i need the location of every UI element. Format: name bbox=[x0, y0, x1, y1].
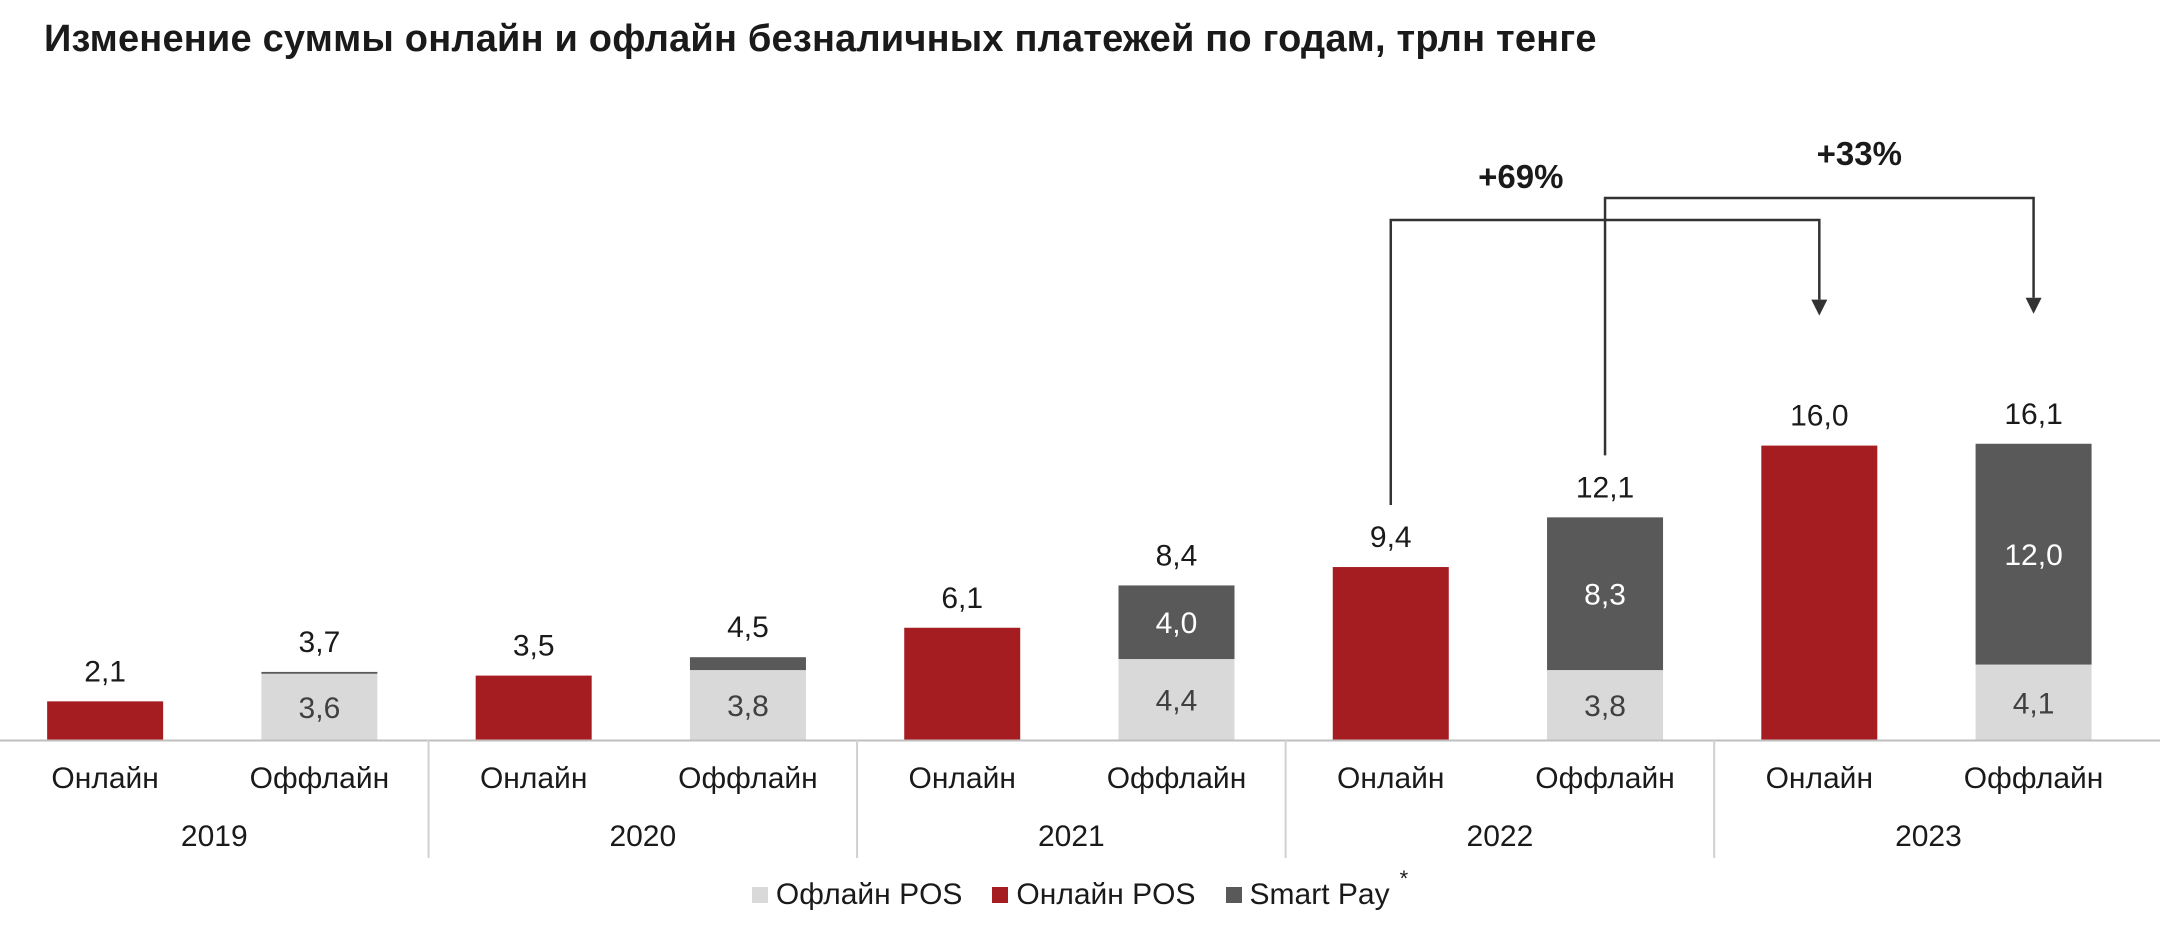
legend-label: Офлайн POS bbox=[775, 878, 963, 911]
legend-item: Офлайн POS bbox=[751, 878, 963, 912]
growth-label: +33% bbox=[1817, 135, 1902, 172]
bar-segment-2019-offline-1 bbox=[261, 671, 378, 674]
legend-swatch bbox=[751, 887, 768, 903]
growth-arrow-line bbox=[1603, 196, 2035, 456]
bar-segment-2022-offline-0 bbox=[1547, 670, 1664, 740]
bar-segment-2020-online-0 bbox=[475, 675, 592, 740]
group-label: 2020 bbox=[609, 820, 676, 853]
bar-segment-2021-offline-0 bbox=[1118, 659, 1235, 740]
legend-item: Онлайн POS bbox=[992, 878, 1196, 912]
x-tick-label: Оффлайн bbox=[250, 762, 390, 795]
total-label: 3,7 bbox=[299, 626, 341, 659]
x-tick-label: Онлайн bbox=[909, 762, 1016, 795]
bar-segment-2019-online-0 bbox=[47, 701, 164, 740]
segment-label: 4,4 bbox=[1156, 685, 1198, 718]
group-label: 2019 bbox=[181, 820, 248, 853]
chart-title: Изменение суммы онлайн и офлайн безналич… bbox=[44, 18, 1597, 60]
bar-segment-2023-online-0 bbox=[1761, 445, 1878, 740]
total-label: 9,4 bbox=[1370, 521, 1412, 554]
bar-segment-2023-offline-0 bbox=[1975, 664, 2092, 740]
total-label: 8,4 bbox=[1156, 539, 1198, 572]
segment-label: 8,3 bbox=[1584, 579, 1626, 612]
x-tick-label: Онлайн bbox=[1337, 762, 1444, 795]
x-tick-label: Онлайн bbox=[1766, 762, 1873, 795]
x-tick-label: Оффлайн bbox=[1107, 762, 1247, 795]
group-label: 2023 bbox=[1895, 820, 1962, 853]
x-tick-label: Онлайн bbox=[480, 762, 587, 795]
total-label: 16,0 bbox=[1790, 400, 1848, 433]
segment-label: 12,0 bbox=[2004, 539, 2062, 572]
legend-swatch bbox=[992, 887, 1009, 903]
legend-label: Smart Pay bbox=[1249, 878, 1390, 911]
bar-segment-2023-offline-1 bbox=[1975, 443, 2092, 665]
legend-label: Онлайн POS bbox=[1016, 878, 1196, 911]
bar-segment-2022-offline-1 bbox=[1547, 517, 1664, 671]
chart-plot: 2,1 Онлайн 3,6 3,7 Оффлайн 3,5 Онлайн 3,8 4,5 Офф… bbox=[0, 135, 2160, 858]
footnote-mark: * bbox=[1399, 866, 1409, 891]
total-label: 16,1 bbox=[2004, 398, 2062, 431]
total-label: 6,1 bbox=[941, 582, 983, 615]
segment-label: 3,8 bbox=[1584, 690, 1626, 723]
legend-swatch bbox=[1225, 887, 1242, 903]
group-label: 2021 bbox=[1038, 820, 1105, 853]
legend-item: Smart Pay * bbox=[1225, 866, 1408, 912]
chart-legend: Офлайн POS Онлайн POS Smart Pay * bbox=[0, 866, 2160, 912]
x-tick-label: Оффлайн bbox=[678, 762, 818, 795]
growth-label: +69% bbox=[1478, 158, 1563, 195]
group-label: 2022 bbox=[1467, 820, 1534, 853]
total-label: 3,5 bbox=[513, 630, 555, 663]
bar-segment-2020-offline-1 bbox=[689, 657, 806, 671]
bar-segment-2020-offline-0 bbox=[689, 670, 806, 740]
total-label: 4,5 bbox=[727, 611, 769, 644]
bar-segment-2021-offline-1 bbox=[1118, 585, 1235, 660]
bar-segment-2019-offline-0 bbox=[261, 673, 378, 740]
segment-label: 4,0 bbox=[1156, 607, 1198, 640]
x-tick-label: Онлайн bbox=[51, 762, 158, 795]
x-tick-label: Оффлайн bbox=[1535, 762, 1675, 795]
bar-segment-2022-online-0 bbox=[1332, 567, 1449, 740]
total-label: 2,1 bbox=[84, 655, 126, 688]
growth-arrow-head bbox=[1811, 299, 1828, 316]
bar-segment-2021-online-0 bbox=[904, 627, 1021, 740]
total-label: 12,1 bbox=[1576, 471, 1634, 504]
segment-label: 4,1 bbox=[2013, 687, 2055, 720]
segment-label: 3,8 bbox=[727, 690, 769, 723]
x-tick-label: Оффлайн bbox=[1964, 762, 2104, 795]
segment-label: 3,6 bbox=[299, 692, 341, 725]
growth-arrow-head bbox=[2025, 297, 2042, 314]
